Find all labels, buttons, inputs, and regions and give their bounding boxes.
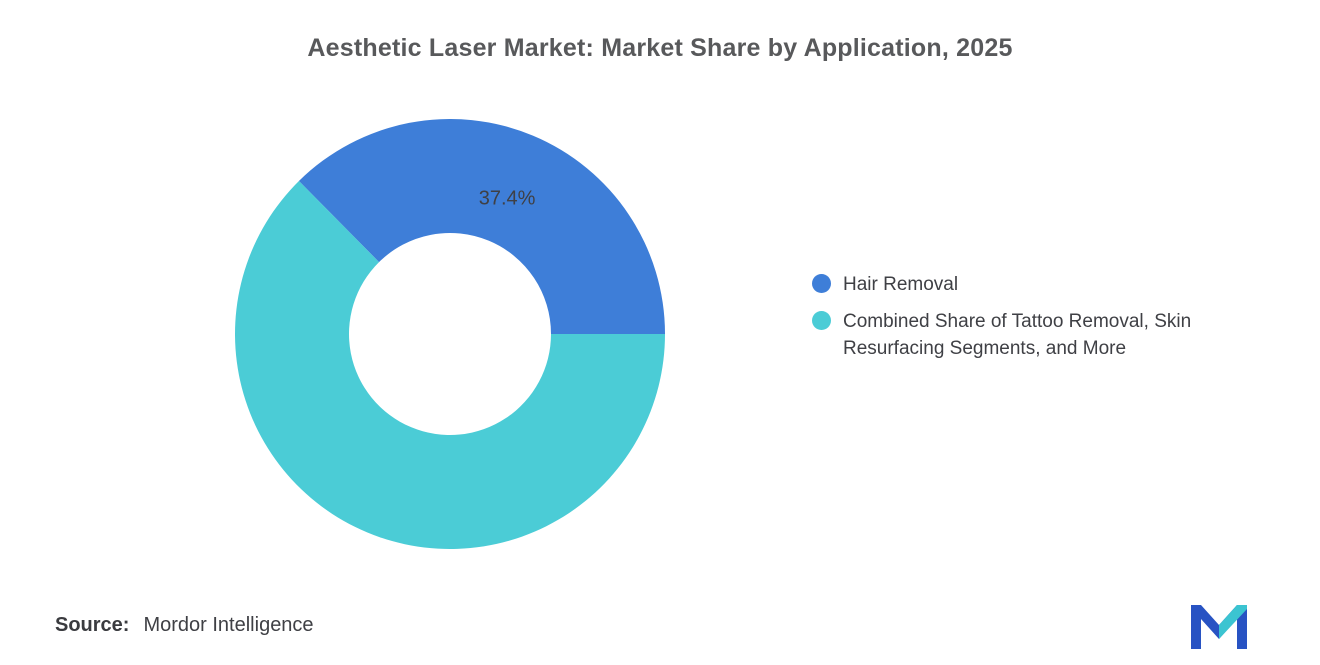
donut-data-label-0: 37.4% bbox=[479, 187, 536, 209]
chart-title: Aesthetic Laser Market: Market Share by … bbox=[307, 34, 1013, 62]
source-row: Source: Mordor Intelligence bbox=[55, 614, 314, 637]
chart-legend: Hair Removal Combined Share of Tattoo Re… bbox=[812, 271, 1255, 363]
legend-label-combined-share: Combined Share of Tattoo Removal, Skin R… bbox=[843, 310, 1192, 360]
donut-svg: 37.4% bbox=[235, 119, 665, 549]
mordor-logo-mark bbox=[1191, 605, 1247, 649]
source-label: Source: bbox=[55, 614, 130, 636]
legend-bullet-hair-removal bbox=[812, 274, 831, 293]
legend-bullet-combined-share bbox=[812, 310, 831, 330]
logo-accent-shape bbox=[1219, 605, 1247, 639]
legend-label-hair-removal: Hair Removal bbox=[843, 274, 959, 295]
legend-item-combined-share: Combined Share of Tattoo Removal, Skin R… bbox=[812, 308, 1255, 363]
mordor-intelligence-logo bbox=[1191, 599, 1247, 649]
donut-chart: 37.4% bbox=[235, 119, 665, 549]
donut-slice-0 bbox=[298, 119, 665, 334]
donut-slice-1 bbox=[235, 181, 665, 549]
legend-item-hair-removal: Hair Removal bbox=[812, 271, 1255, 299]
source-value: Mordor Intelligence bbox=[143, 614, 314, 636]
